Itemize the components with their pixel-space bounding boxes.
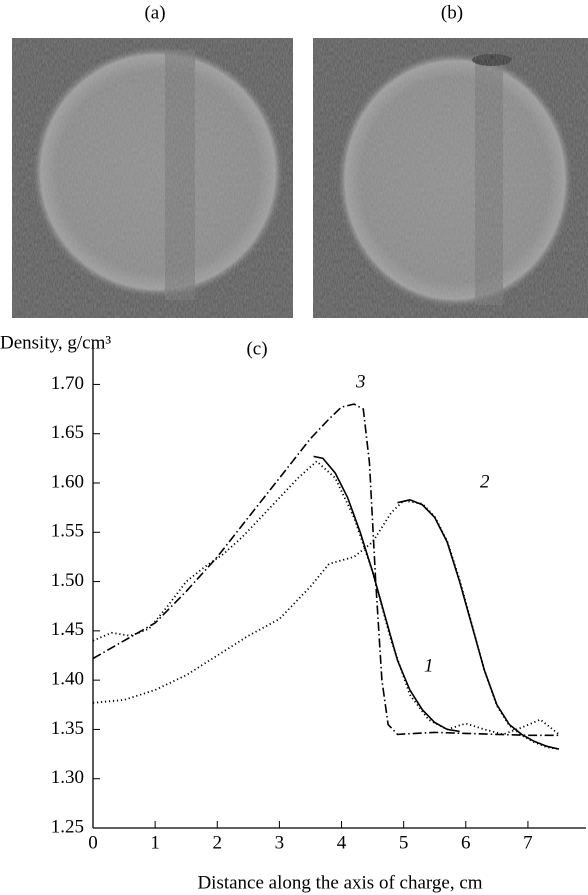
y-tick-label: 1.30 xyxy=(51,767,84,788)
curve xyxy=(397,498,560,750)
x-tick-label: 1 xyxy=(150,832,160,853)
x-tick-label: 2 xyxy=(213,832,223,853)
image-b xyxy=(313,38,588,318)
x-axis-label: Distance along the axis of charge, cm xyxy=(197,872,482,893)
y-tick-label: 1.60 xyxy=(51,471,84,492)
x-tick-label: 4 xyxy=(337,832,347,853)
curve xyxy=(92,499,560,750)
y-tick-label: 1.35 xyxy=(51,718,84,739)
y-tick-label: 1.55 xyxy=(51,521,84,542)
image-a xyxy=(12,38,293,318)
curve-label: 2 xyxy=(480,471,490,492)
chart-title: (c) xyxy=(246,338,267,359)
y-axis-label: Density, g/cm³ xyxy=(0,332,111,353)
y-tick-label: 1.25 xyxy=(51,816,84,837)
x-tick-label: 0 xyxy=(88,832,98,853)
panel-label: (a) xyxy=(144,2,165,23)
curve-label: 3 xyxy=(355,371,366,392)
curve xyxy=(313,455,460,733)
y-tick-label: 1.70 xyxy=(51,373,84,394)
panel-label: (b) xyxy=(441,2,463,23)
y-tick-label: 1.65 xyxy=(51,422,84,443)
curve-label: 1 xyxy=(424,655,434,676)
y-tick-label: 1.45 xyxy=(51,619,84,640)
x-tick-label: 6 xyxy=(461,832,471,853)
x-tick-label: 5 xyxy=(399,832,409,853)
curve xyxy=(92,460,560,736)
x-tick-label: 3 xyxy=(275,832,285,853)
y-tick-label: 1.50 xyxy=(51,570,84,591)
curve xyxy=(92,403,559,737)
x-tick-label: 7 xyxy=(523,832,533,853)
y-tick-label: 1.40 xyxy=(51,669,84,690)
